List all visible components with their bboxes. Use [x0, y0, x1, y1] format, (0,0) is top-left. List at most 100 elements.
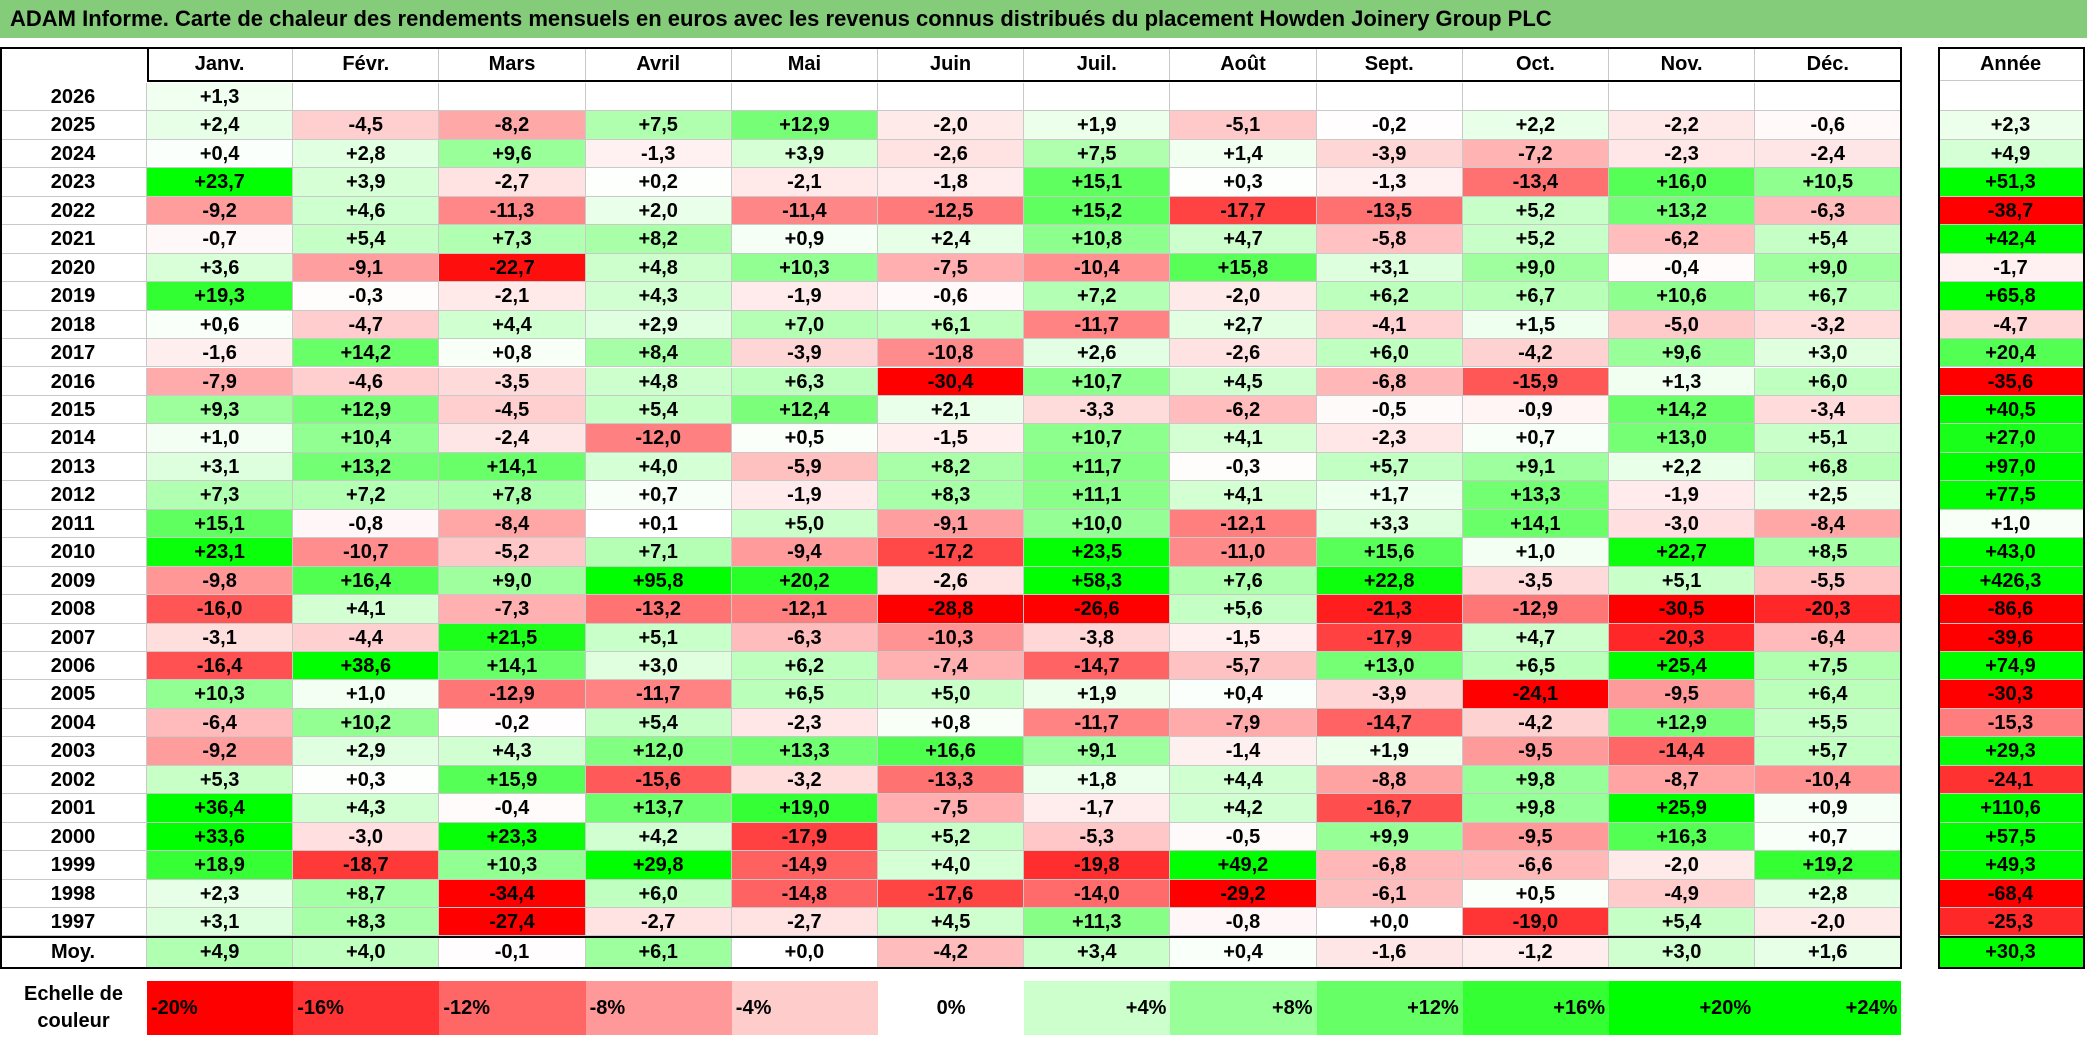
heatmap-cell: +0,9 [731, 225, 878, 254]
heatmap-cell: +6,8 [1755, 452, 1902, 482]
heatmap-cell: +6,0 [1316, 339, 1463, 368]
heatmap-cell: +2,9 [293, 737, 440, 766]
average-label: Moy. [0, 937, 147, 968]
chart-title: ADAM Informe. Carte de chaleur des rende… [0, 0, 2087, 38]
annual-total-cell: +1,0 [1938, 509, 2084, 539]
heatmap-cell: -6,8 [1316, 367, 1463, 396]
heatmap-cell: -2,0 [878, 111, 1025, 140]
annual-total-cell: +426,3 [1938, 566, 2084, 596]
heatmap-cell: -5,1 [1170, 111, 1317, 140]
heatmap-cell: -3,5 [1462, 566, 1609, 596]
heatmap-cell: -17,6 [878, 879, 1025, 909]
annual-total-cell: +42,4 [1938, 225, 2084, 254]
heatmap-cell: -2,3 [731, 708, 878, 738]
heatmap-cell: -1,8 [878, 168, 1025, 197]
heatmap-cell: -0,4 [1609, 253, 1756, 283]
color-scale-stop: -12% [439, 981, 586, 1035]
heatmap-cell: -19,8 [1024, 851, 1171, 880]
heatmap-cell: -2,6 [878, 566, 1025, 596]
average-cell: -1,2 [1462, 937, 1609, 968]
heatmap-cell: -10,8 [878, 339, 1025, 368]
heatmap-cell: -1,9 [731, 481, 878, 510]
heatmap-cell: +6,0 [585, 879, 732, 909]
heatmap-cell: -3,3 [1024, 395, 1171, 425]
heatmap-cell: +5,5 [1755, 708, 1902, 738]
heatmap-cell: -2,1 [439, 282, 586, 311]
heatmap-cell: +0,3 [293, 765, 440, 795]
heatmap-cell: +12,9 [731, 111, 878, 140]
heatmap-cell: +33,6 [147, 822, 294, 852]
heatmap-cell: -11,7 [585, 680, 732, 709]
heatmap-cell: +11,7 [1024, 452, 1171, 482]
year-label: 2008 [0, 595, 147, 624]
heatmap-cell: +2,5 [1755, 481, 1902, 510]
heatmap-cell: +0,2 [585, 168, 732, 197]
heatmap-cell: +13,7 [585, 794, 732, 823]
heatmap-cell: -0,4 [439, 794, 586, 823]
heatmap-cell: -2,6 [1170, 339, 1317, 368]
heatmap-cell: +19,0 [731, 794, 878, 823]
heatmap-cell: -14,7 [1024, 652, 1171, 681]
heatmap-cell: -0,6 [878, 282, 1025, 311]
heatmap-cell: -5,7 [1170, 652, 1317, 681]
heatmap-cell: +15,1 [147, 509, 294, 539]
color-scale-stop: +16% [1462, 981, 1609, 1035]
heatmap-cell: -4,2 [1462, 708, 1609, 738]
heatmap-cell: -2,0 [1609, 851, 1756, 880]
heatmap-cell: -10,7 [293, 538, 440, 567]
heatmap-cell: -2,1 [731, 168, 878, 197]
year-label: 2010 [0, 538, 147, 567]
heatmap-cell: +3,1 [1316, 253, 1463, 283]
heatmap-cell: -7,3 [439, 595, 586, 624]
heatmap-cell: -18,7 [293, 851, 440, 880]
annual-total-cell: -1,7 [1938, 253, 2084, 283]
heatmap-cell: -9,5 [1462, 822, 1609, 852]
color-scale-stop: -8% [585, 981, 732, 1035]
heatmap-cell: +8,7 [293, 879, 440, 909]
heatmap-cell: +0,8 [439, 339, 586, 368]
heatmap-cell: -8,8 [1316, 765, 1463, 795]
heatmap-cell: +19,3 [147, 282, 294, 311]
heatmap-cell: +23,1 [147, 538, 294, 567]
heatmap-cell: +6,2 [1316, 282, 1463, 311]
average-cell: +0,4 [1170, 937, 1317, 968]
heatmap-cell: +18,9 [147, 851, 294, 880]
heatmap-cell: +4,8 [585, 367, 732, 396]
heatmap-cell: +9,9 [1316, 822, 1463, 852]
heatmap-cell: +16,6 [878, 737, 1025, 766]
heatmap-cell: -1,3 [1316, 168, 1463, 197]
heatmap-cell: -12,9 [1462, 595, 1609, 624]
heatmap-cell: +16,4 [293, 566, 440, 596]
heatmap-cell: -17,2 [878, 538, 1025, 567]
heatmap-cell: -2,0 [1170, 282, 1317, 311]
heatmap-cell: +38,6 [293, 652, 440, 681]
heatmap-cell: -4,5 [293, 111, 440, 140]
year-total-header: Année [1938, 47, 2084, 81]
heatmap-cell: -0,3 [1170, 452, 1317, 482]
heatmap-cell: -9,1 [293, 253, 440, 283]
heatmap-cell: +5,6 [1170, 595, 1317, 624]
annual-total-cell: -30,3 [1938, 680, 2084, 709]
heatmap-cell: -16,4 [147, 652, 294, 681]
heatmap-cell: -7,2 [1462, 139, 1609, 169]
heatmap-cell: -3,0 [293, 822, 440, 852]
heatmap-cell: +25,9 [1609, 794, 1756, 823]
annual-total-cell: -4,7 [1938, 310, 2084, 340]
average-cell: +1,6 [1755, 937, 1902, 968]
month-header: Sept. [1316, 47, 1463, 81]
heatmap-cell: +6,7 [1462, 282, 1609, 311]
heatmap-cell: +10,0 [1024, 509, 1171, 539]
heatmap-cell: +0,7 [1462, 424, 1609, 453]
year-label: 2009 [0, 566, 147, 596]
heatmap-cell: +11,3 [1024, 908, 1171, 937]
heatmap-cell: +4,1 [293, 595, 440, 624]
heatmap-cell: -3,5 [439, 367, 586, 396]
heatmap-cell: -30,4 [878, 367, 1025, 396]
heatmap-cell: -12,9 [439, 680, 586, 709]
heatmap-cell: -2,4 [1755, 139, 1902, 169]
annual-total-cell: +65,8 [1938, 282, 2084, 311]
heatmap-cell: -14,0 [1024, 879, 1171, 909]
heatmap-cell: +4,5 [878, 908, 1025, 937]
year-label: 2025 [0, 111, 147, 140]
heatmap-cell: +7,0 [731, 310, 878, 340]
